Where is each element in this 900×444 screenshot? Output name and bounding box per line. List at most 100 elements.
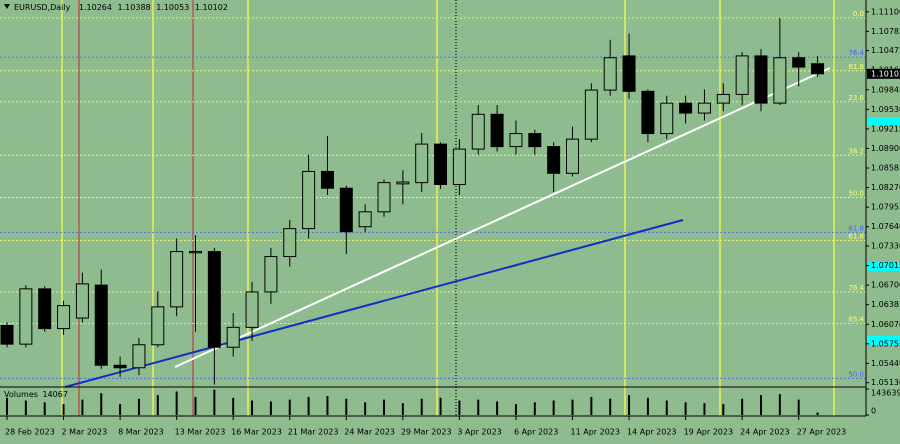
candle-body [57, 305, 71, 330]
candle-body [471, 113, 485, 150]
candle-body [660, 102, 674, 135]
candle-body [245, 291, 259, 328]
level-label: 76.4 [848, 284, 864, 292]
level-label: 85.4 [848, 316, 864, 324]
y-tick-label: 1.06385 [871, 300, 900, 309]
candle-body [641, 90, 655, 135]
x-tick-label: 14 Apr 2023 [627, 428, 676, 437]
price-marker [867, 262, 900, 271]
level-label: 76.4 [848, 49, 864, 57]
candle-body [773, 57, 787, 104]
candle-body [94, 284, 108, 366]
y-tick-label: 1.07640 [871, 222, 900, 231]
volume-header: Volumes 14067 [4, 390, 68, 399]
candle-body [189, 251, 202, 254]
candle-body [264, 256, 278, 293]
x-tick-label: 13 Mar 2023 [175, 428, 226, 437]
y-tick-label: 1.05755 [871, 339, 900, 348]
candle-body [170, 251, 184, 308]
y-tick-label: 1.08585 [871, 164, 900, 173]
candle-body [38, 288, 52, 330]
volume-tick-label: 143639 [871, 389, 900, 398]
x-tick-label: 3 Apr 2023 [457, 428, 501, 437]
candle-body [377, 182, 391, 213]
candle-body [452, 148, 466, 185]
y-tick-label: 1.09215 [871, 124, 900, 133]
candle-body [716, 93, 730, 104]
candle-body [302, 170, 316, 230]
level-label: 0.0 [853, 10, 864, 18]
low-value: 1.10053 [156, 3, 189, 12]
candle-body [566, 138, 579, 174]
y-tick-label: 1.07015 [871, 261, 900, 270]
x-tick-label: 24 Mar 2023 [344, 428, 395, 437]
candle-body [792, 57, 806, 68]
x-tick-label: 28 Feb 2023 [5, 428, 55, 437]
candle-body [679, 102, 693, 114]
symbol: EURUSD,Daily [14, 3, 71, 12]
candle-body [19, 288, 33, 345]
candle-body [509, 133, 523, 148]
session-lines [61, 0, 835, 416]
current-price-box [867, 68, 900, 79]
y-tick-label: 1.05440 [871, 359, 900, 368]
candle-body [735, 55, 749, 95]
candle-body [75, 283, 89, 319]
candle-body [754, 55, 768, 104]
y-tick-label: 1.06700 [871, 281, 900, 290]
candle-body [415, 143, 429, 184]
y-tick-label: 1.07955 [871, 203, 900, 212]
volume-tick-label: 0 [871, 407, 876, 416]
y-tick-label: 1.08270 [871, 183, 900, 192]
x-tick-label: 29 Mar 2023 [401, 428, 452, 437]
level-label: 50.0 [848, 370, 864, 378]
x-tick-label: 19 Apr 2023 [684, 428, 733, 437]
candle-body [603, 57, 617, 91]
trend-lines [64, 67, 831, 388]
candle-body [547, 146, 561, 174]
price-marker [867, 117, 900, 126]
level-label: 38.2 [848, 147, 864, 155]
x-tick-label: 21 Mar 2023 [288, 428, 339, 437]
level-label: 50.0 [848, 190, 864, 198]
current-price-label: 1.10102 [871, 69, 900, 78]
candle-body [320, 170, 334, 189]
candle-body [584, 89, 598, 140]
trend-line [174, 67, 831, 368]
y-tick-label: 1.09530 [871, 105, 900, 114]
close-value: 1.10102 [195, 3, 228, 12]
menu-arrow[interactable] [4, 4, 10, 9]
candle-body [622, 55, 636, 92]
level-label: 61.8 [848, 232, 864, 240]
candle-body [113, 364, 127, 369]
level-label: 61.8 [848, 224, 864, 232]
y-tick-label: 1.11100 [871, 7, 900, 16]
x-tick-label: 27 Apr 2023 [797, 428, 846, 437]
candle-body [283, 228, 297, 258]
x-tick-label: 6 Apr 2023 [514, 428, 558, 437]
candle-body [226, 326, 240, 348]
level-label: 23.6 [848, 94, 864, 102]
price-marker [867, 336, 900, 345]
open-value: 1.10264 [79, 3, 112, 12]
candle-body [0, 325, 14, 345]
candle-body [528, 133, 542, 148]
volume-value: 14067 [42, 390, 67, 399]
candle-body [811, 63, 825, 75]
trend-line [64, 219, 684, 388]
x-tick-label: 16 Mar 2023 [231, 428, 282, 437]
x-tick-label: 11 Apr 2023 [571, 428, 620, 437]
level-label: 61.8 [848, 63, 864, 71]
candle-body [697, 102, 711, 114]
candle-body [396, 181, 410, 185]
y-tick-label: 1.08900 [871, 144, 900, 153]
candle-body [434, 143, 448, 185]
candle-body [207, 251, 221, 348]
x-tick-label: 8 Mar 2023 [118, 428, 164, 437]
y-tick-label: 1.06070 [871, 320, 900, 329]
candle-body [151, 306, 165, 346]
candle-body [490, 113, 504, 148]
high-value: 1.10388 [118, 3, 151, 12]
candle-body [132, 344, 146, 369]
